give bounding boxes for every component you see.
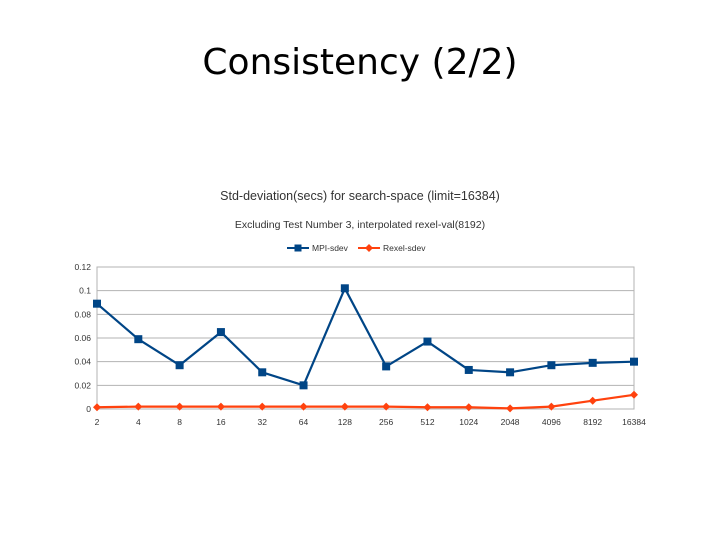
slide-title: Consistency (2/2)	[202, 42, 518, 83]
series-layer	[93, 284, 638, 413]
data-point	[93, 299, 101, 308]
x-tick-label: 8192	[583, 417, 602, 427]
data-point	[299, 402, 308, 411]
data-point	[134, 335, 143, 344]
chart-legend: MPI-sdev Rexel-sdev	[287, 243, 426, 253]
series-line	[96, 393, 635, 410]
data-point	[299, 381, 308, 390]
x-tick-label: 32	[257, 417, 267, 427]
chart-subtitle: Excluding Test Number 3, interpolated re…	[235, 219, 485, 231]
legend-label: MPI-sdev	[312, 243, 349, 253]
data-point	[464, 403, 473, 412]
data-point	[506, 368, 515, 377]
y-tick-label: 0.02	[74, 380, 91, 390]
chart-title: Std-deviation(secs) for search-space (li…	[220, 189, 500, 203]
x-tick-label: 16	[216, 417, 226, 427]
legend-item: MPI-sdev	[287, 243, 349, 253]
data-point	[506, 404, 515, 413]
y-axis: 0 0.02 0.04 0.06 0.08 0.1 0.12	[74, 262, 91, 414]
series-mpi-sdev	[93, 284, 638, 390]
legend-marker	[365, 244, 373, 252]
data-point	[588, 396, 597, 405]
data-point	[547, 402, 556, 411]
y-tick-label: 0.08	[74, 309, 91, 319]
y-tick-label: 0.12	[74, 262, 91, 272]
legend-item: Rexel-sdev	[358, 243, 426, 253]
series-rexel-sdev	[93, 390, 638, 413]
y-tick-label: 0	[86, 404, 91, 414]
series-line	[96, 287, 635, 387]
x-tick-label: 2048	[501, 417, 520, 427]
y-tick-label: 0.1	[79, 286, 91, 296]
data-point	[175, 402, 184, 411]
data-point	[588, 358, 597, 367]
x-axis: 2 4 8 16 32 64 128 256 512 1024 2048 4096 8192 16384	[95, 417, 646, 427]
data-point	[423, 337, 432, 346]
data-point	[258, 368, 267, 377]
data-point	[423, 403, 432, 412]
x-tick-label: 1024	[459, 417, 478, 427]
legend-marker	[294, 244, 302, 252]
x-tick-label: 256	[379, 417, 393, 427]
y-tick-label: 0.06	[74, 333, 91, 343]
data-point	[175, 361, 184, 370]
legend-label: Rexel-sdev	[383, 243, 426, 253]
x-tick-label: 512	[420, 417, 434, 427]
data-point	[216, 402, 225, 411]
x-tick-label: 8	[177, 417, 182, 427]
data-point	[630, 390, 638, 399]
data-point	[258, 402, 267, 411]
data-point	[547, 361, 556, 370]
x-tick-label: 16384	[622, 417, 646, 427]
x-tick-label: 4	[136, 417, 141, 427]
data-point	[134, 402, 143, 411]
data-point	[382, 362, 391, 371]
data-point	[464, 365, 473, 374]
data-point	[340, 284, 349, 293]
x-tick-label: 64	[299, 417, 309, 427]
line-chart: Std-deviation(secs) for search-space (li…	[74, 189, 646, 427]
data-point	[216, 328, 225, 337]
data-point	[630, 357, 638, 366]
data-point	[340, 402, 349, 411]
x-tick-label: 2	[95, 417, 100, 427]
y-tick-label: 0.04	[74, 357, 91, 367]
data-point	[382, 402, 391, 411]
x-tick-label: 4096	[542, 417, 561, 427]
data-point	[93, 403, 101, 412]
y-gridlines	[97, 266, 634, 410]
x-tick-label: 128	[338, 417, 352, 427]
